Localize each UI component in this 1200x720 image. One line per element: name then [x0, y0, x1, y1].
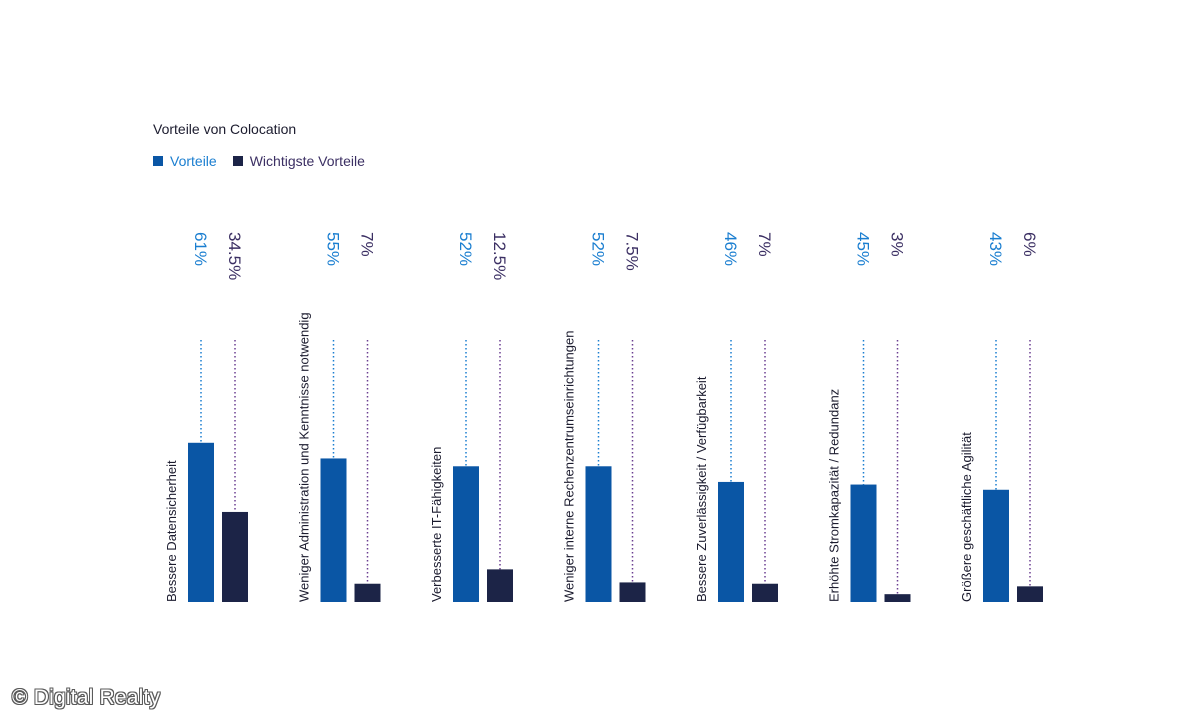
- data-label: 52%: [589, 232, 608, 266]
- legend-item-vorteile: Vorteile: [153, 153, 217, 169]
- bar: [884, 594, 911, 602]
- legend-item-wichtigste-vorteile: Wichtigste Vorteile: [232, 153, 365, 169]
- bar: [188, 442, 214, 602]
- bar: [320, 458, 347, 602]
- legend-label-vorteile: Vorteile: [170, 153, 217, 169]
- bar: [487, 569, 513, 602]
- category-label: Bessere Zuverlässigkeit / Verfügbarkeit: [694, 376, 709, 602]
- data-label: 61%: [191, 232, 210, 266]
- category-label: Erhöhte Stromkapazität / Redundanz: [827, 389, 842, 602]
- watermark: © Digital Realty: [12, 686, 161, 709]
- bar: [1017, 586, 1043, 602]
- bar: [850, 484, 877, 602]
- data-label: 55%: [324, 232, 343, 266]
- category-label: Weniger interne Rechenzentrumseinrichtun…: [562, 331, 577, 602]
- category-label: Bessere Datensicherheit: [164, 460, 179, 602]
- data-label: 7.5%: [623, 232, 642, 271]
- data-label: 46%: [721, 232, 740, 266]
- data-label: 45%: [854, 232, 873, 266]
- bar: [752, 583, 778, 602]
- legend-swatch-wichtigste-vorteile: [232, 156, 243, 166]
- legend: Vorteile Wichtigste Vorteile: [153, 153, 381, 169]
- data-label: 6%: [1020, 232, 1039, 257]
- legend-label-wichtigste-vorteile: Wichtigste Vorteile: [249, 153, 365, 169]
- chart-title: Vorteile von Colocation: [153, 121, 297, 137]
- bar: [453, 466, 479, 602]
- data-label: 12.5%: [490, 232, 509, 280]
- bar: [222, 511, 248, 602]
- category-label: Größere geschäftliche Agilität: [959, 432, 974, 602]
- legend-swatch-vorteile: [153, 156, 163, 166]
- category-label: Verbesserte IT-Fähigkeiten: [429, 447, 444, 602]
- data-label: 52%: [456, 232, 475, 266]
- bar: [718, 481, 744, 602]
- data-label: 34.5%: [225, 232, 244, 280]
- bar: [983, 489, 1009, 602]
- bar: [354, 583, 381, 602]
- data-label: 3%: [888, 232, 907, 257]
- data-label: 7%: [358, 232, 377, 257]
- data-label: 43%: [986, 232, 1005, 266]
- category-label: Weniger Administration und Kenntnisse no…: [297, 312, 312, 602]
- data-label: 7%: [755, 232, 774, 257]
- bar: [619, 582, 646, 602]
- bar: [585, 466, 612, 602]
